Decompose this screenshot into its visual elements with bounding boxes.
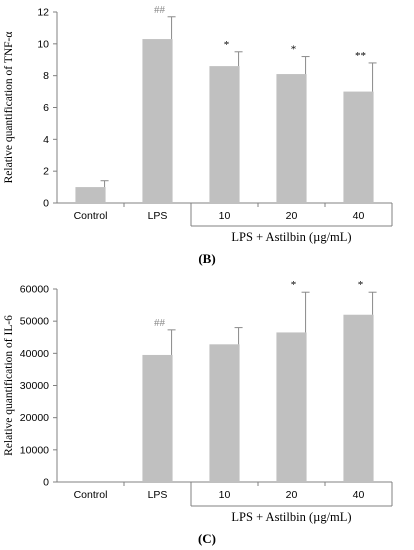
significance-label: ##: [154, 317, 166, 329]
y-tick-label: 40000: [20, 348, 49, 360]
y-tick-label: 50000: [20, 316, 49, 328]
y-tick-label: 4: [43, 134, 49, 146]
x-tick-label: Control: [74, 489, 108, 501]
significance-label: *: [358, 279, 364, 291]
bar-40: [343, 314, 374, 482]
panel-label: (C): [198, 531, 216, 546]
significance-label: *: [291, 279, 297, 291]
y-axis-title: Relative quantification of TNF-α: [3, 32, 15, 184]
significance-label: *: [224, 39, 230, 51]
x-tick-label: 40: [353, 210, 365, 222]
panel-label: (B): [198, 251, 215, 266]
bar-10: [209, 344, 240, 482]
bar-10: [209, 66, 240, 203]
y-tick-label: 60000: [20, 284, 49, 296]
x-tick-label: LPS: [148, 489, 168, 501]
bar-lps: [142, 39, 173, 203]
x-tick-label: 20: [286, 210, 298, 222]
x-tick-label: 10: [219, 210, 231, 222]
bar-40: [343, 91, 374, 203]
chart-panel-1: 0 2 4 6 8 10 12 Relative quantification of TNF-…: [3, 4, 393, 266]
y-tick-label: 20000: [20, 412, 49, 424]
group-label: LPS + Astilbin (µg/mL): [231, 230, 351, 244]
y-tick-label: 6: [43, 102, 49, 114]
bar-20: [276, 74, 307, 203]
group-label: LPS + Astilbin (µg/mL): [231, 510, 351, 524]
x-tick-label: 10: [219, 489, 231, 501]
y-tick-label: 8: [43, 70, 49, 82]
y-tick-label: 12: [37, 7, 49, 19]
bar-20: [276, 332, 307, 482]
y-tick-label: 10000: [20, 444, 49, 456]
y-tick-label: 30000: [20, 380, 49, 392]
y-axis-title: Relative quantification of IL-6: [3, 315, 15, 456]
y-tick-label: 2: [43, 166, 49, 178]
y-tick-label: 0: [43, 198, 49, 210]
significance-label: **: [355, 50, 366, 62]
bar-lps: [142, 354, 173, 482]
y-tick-label: 10: [37, 38, 49, 50]
x-tick-label: Control: [74, 210, 108, 222]
y-tick-label: 0: [43, 477, 49, 489]
significance-label: ##: [154, 4, 166, 16]
chart-panel-2: 0 10000 20000 30000 40000 50000 60000 Relative …: [3, 279, 393, 546]
x-tick-label: LPS: [148, 210, 168, 222]
x-tick-label: 20: [286, 489, 298, 501]
bar-control: [75, 187, 106, 203]
significance-label: *: [291, 44, 297, 56]
x-tick-label: 40: [353, 489, 365, 501]
